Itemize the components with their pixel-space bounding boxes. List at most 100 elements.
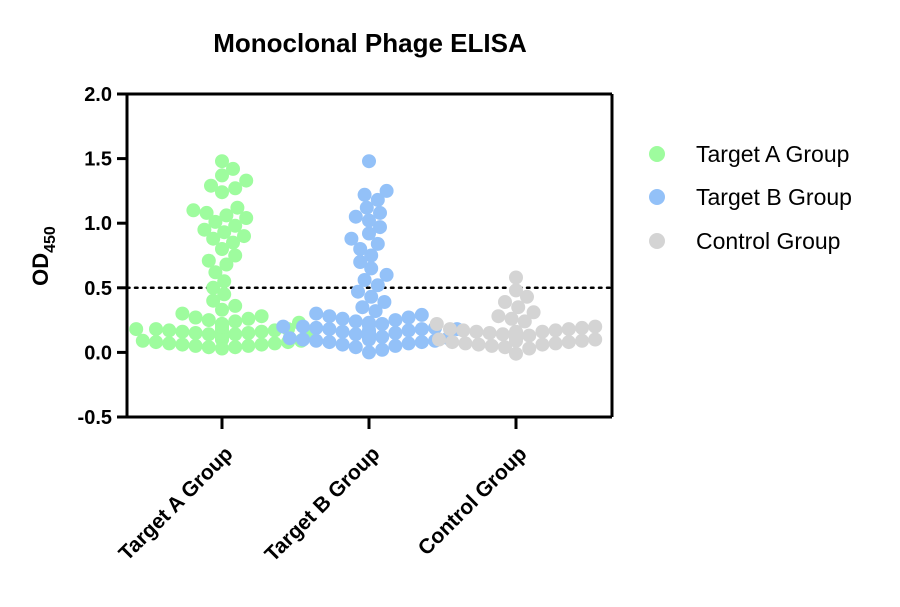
data-point (228, 298, 243, 313)
data-point (373, 205, 387, 220)
data-point (217, 274, 232, 289)
data-point (206, 231, 221, 246)
data-point (498, 340, 512, 355)
data-point (199, 205, 214, 220)
data-point (309, 320, 324, 335)
data-point (588, 332, 603, 347)
data-point (375, 329, 390, 344)
data-point (237, 229, 251, 244)
data-point (401, 336, 416, 351)
data-point (335, 337, 350, 352)
data-point (254, 337, 269, 352)
data-point (388, 326, 403, 340)
data-point (509, 346, 523, 361)
data-point (548, 323, 563, 338)
data-point (239, 173, 254, 188)
data-point (458, 336, 473, 351)
data-point (491, 309, 506, 324)
data-point (471, 337, 486, 352)
y-axis-label-main: OD (28, 253, 53, 286)
data-point (364, 289, 379, 304)
x-tick-label: Target A Group (115, 442, 238, 565)
data-point (241, 311, 256, 326)
data-point (456, 323, 471, 338)
data-point (267, 336, 282, 351)
data-point (228, 218, 243, 233)
data-point (414, 307, 429, 322)
data-point (215, 302, 229, 317)
data-point (414, 335, 429, 350)
data-point (296, 319, 310, 334)
data-point (445, 335, 460, 350)
data-point (254, 309, 269, 324)
y-tick-label: 0.0 (84, 342, 112, 364)
data-point (204, 178, 218, 193)
data-point (201, 313, 216, 328)
data-point (357, 187, 372, 202)
data-point (379, 183, 394, 198)
data-point (322, 335, 337, 350)
data-point (535, 337, 550, 352)
data-point (401, 323, 416, 338)
data-point (188, 326, 203, 340)
y-tick-label: 0.5 (84, 278, 112, 300)
data-point (482, 326, 497, 340)
data-point (215, 154, 229, 169)
data-point (522, 328, 537, 343)
data-point (322, 309, 337, 324)
data-point (401, 310, 416, 325)
data-point (215, 185, 229, 200)
data-point (509, 283, 523, 298)
data-point (215, 168, 229, 183)
legend-marker (649, 233, 665, 249)
data-point (429, 317, 444, 331)
data-point (362, 213, 376, 228)
x-tick-label: Control Group (414, 442, 532, 560)
data-point (162, 323, 177, 338)
data-point (309, 333, 324, 348)
data-point (484, 338, 499, 353)
data-point (498, 295, 512, 309)
data-point (129, 322, 144, 337)
y-axis-label: OD450 (28, 226, 59, 286)
data-point (217, 225, 232, 240)
data-point (215, 317, 229, 331)
data-point (373, 220, 387, 235)
data-point (344, 231, 359, 246)
data-point (535, 324, 550, 339)
data-point (228, 340, 243, 355)
y-tick-label: -0.5 (78, 407, 112, 429)
data-point (228, 314, 243, 329)
data-point (561, 322, 576, 337)
data-point (208, 265, 223, 280)
data-point (175, 324, 190, 339)
data-point (188, 338, 203, 353)
data-point (561, 335, 576, 350)
data-point (135, 333, 150, 348)
data-point (322, 322, 337, 337)
series-control-group (429, 270, 603, 361)
data-point (370, 192, 385, 207)
legend-label: Control Group (696, 228, 840, 254)
data-point (375, 317, 390, 331)
data-point (215, 242, 229, 256)
series-target-b-group (276, 154, 464, 360)
data-point (226, 161, 240, 176)
data-point (197, 222, 212, 237)
data-point (149, 322, 163, 337)
data-point (254, 324, 269, 339)
legend-label: Target B Group (696, 184, 852, 210)
data-point (520, 289, 534, 304)
data-point (309, 306, 324, 321)
legend-marker (649, 146, 665, 162)
data-point (335, 311, 350, 326)
data-point (526, 305, 541, 320)
data-point (522, 341, 537, 356)
data-point (379, 267, 394, 282)
y-tick-label: 1.0 (84, 213, 112, 235)
data-point (228, 248, 243, 263)
data-point (219, 208, 234, 223)
data-point (226, 235, 240, 250)
data-point (368, 304, 383, 319)
